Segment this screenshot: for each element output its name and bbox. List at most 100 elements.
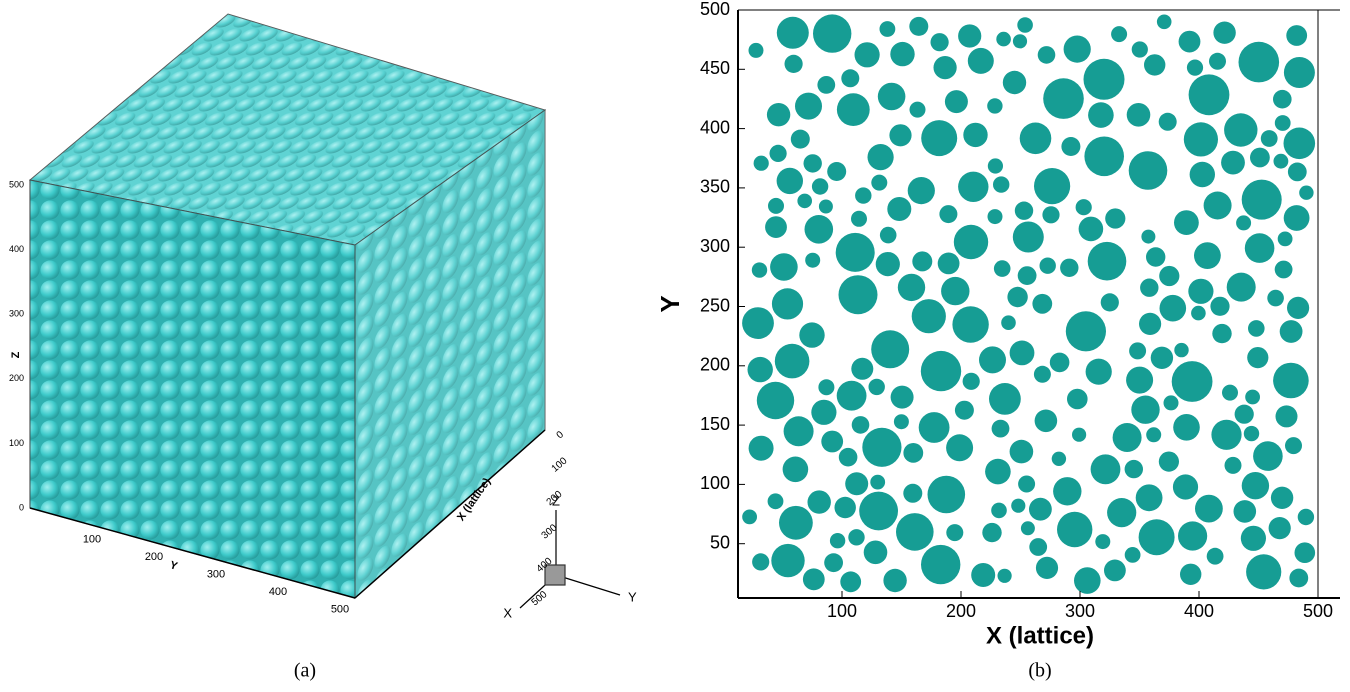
y-axis-label: Y: [655, 295, 685, 312]
particle: [958, 172, 988, 202]
particle: [1212, 324, 1231, 343]
particle: [818, 379, 834, 395]
particle: [1139, 313, 1161, 335]
particle: [1172, 361, 1213, 402]
particle: [848, 529, 864, 545]
particle: [1067, 389, 1088, 410]
particle: [770, 145, 787, 162]
particle: [777, 168, 803, 194]
x-tick-label: 100: [550, 455, 570, 474]
particle: [898, 274, 925, 301]
particle: [808, 490, 831, 513]
particle: [855, 187, 871, 203]
particle: [1074, 567, 1101, 594]
particle: [1289, 569, 1308, 588]
y-tick-label: 350: [700, 177, 730, 197]
particle: [864, 541, 888, 565]
triad-label: X: [503, 605, 512, 620]
particle: [1010, 440, 1034, 464]
particle: [813, 14, 851, 52]
caption: (a): [294, 660, 316, 682]
particle: [1157, 14, 1172, 29]
particle: [1173, 414, 1200, 441]
particle: [805, 215, 834, 244]
particle: [958, 24, 981, 47]
particle: [1015, 202, 1033, 220]
y-tick-label: 300: [700, 236, 730, 256]
particle: [1239, 42, 1280, 83]
particle: [1284, 57, 1315, 88]
particle: [1246, 554, 1281, 589]
particle: [830, 533, 845, 548]
particle: [1235, 405, 1254, 424]
z-tick-label: 0: [19, 502, 24, 512]
particle: [768, 198, 784, 214]
y-tick-label: 500: [700, 0, 730, 19]
y-tick-label: 50: [710, 532, 730, 552]
particle: [1195, 495, 1223, 523]
particle: [748, 357, 773, 382]
particle: [1021, 521, 1035, 535]
z-tick-label: 300: [9, 309, 24, 319]
particle: [1273, 363, 1309, 399]
particle: [971, 563, 995, 587]
y-tick-label: 250: [700, 295, 730, 315]
particle: [921, 351, 961, 391]
particle: [1151, 347, 1173, 369]
particle: [1066, 311, 1106, 351]
particle: [1236, 215, 1251, 230]
particle: [1207, 548, 1224, 565]
particle: [1271, 487, 1293, 509]
particle: [1284, 128, 1316, 160]
particle: [1288, 163, 1307, 182]
particle: [1088, 102, 1114, 128]
particle: [839, 448, 858, 467]
particle: [742, 307, 774, 339]
particle: [1064, 36, 1091, 63]
particle: [754, 156, 769, 171]
particle: [945, 90, 968, 113]
particle: [1204, 192, 1232, 220]
particle: [1174, 343, 1188, 357]
particle: [1244, 426, 1259, 441]
particle: [1146, 247, 1165, 266]
particle: [1017, 17, 1033, 33]
y-tick-label: 200: [700, 355, 730, 375]
x-tick-label: 0: [555, 429, 567, 441]
particle: [804, 154, 822, 172]
particle: [757, 382, 794, 419]
particle: [991, 503, 1007, 519]
particle: [1060, 259, 1078, 277]
particle: [998, 569, 1012, 583]
particle: [1053, 477, 1081, 505]
particle: [1261, 130, 1278, 147]
particle: [1139, 519, 1175, 555]
particle: [1285, 437, 1302, 454]
particle: [1111, 26, 1127, 42]
particle: [845, 472, 868, 495]
particle: [1107, 498, 1136, 527]
particle: [1079, 217, 1104, 242]
particle: [896, 513, 934, 551]
particle: [851, 358, 873, 380]
z-tick-label: 200: [9, 373, 24, 383]
particle: [779, 506, 813, 540]
particle: [993, 176, 1009, 192]
particle: [946, 434, 973, 461]
particle: [1141, 230, 1155, 244]
particle: [1274, 154, 1289, 169]
particle: [903, 484, 922, 503]
particle: [1091, 454, 1121, 484]
particle: [938, 253, 960, 275]
particle: [795, 93, 822, 120]
particle: [1224, 113, 1257, 146]
z-axis-label: Z: [10, 351, 22, 358]
particle: [871, 175, 887, 191]
particle: [1160, 295, 1187, 322]
particle: [982, 523, 1001, 542]
particle: [1146, 427, 1161, 442]
particle: [1273, 90, 1292, 109]
particle: [1194, 242, 1221, 269]
particle: [1113, 423, 1142, 452]
particle: [1248, 320, 1265, 337]
